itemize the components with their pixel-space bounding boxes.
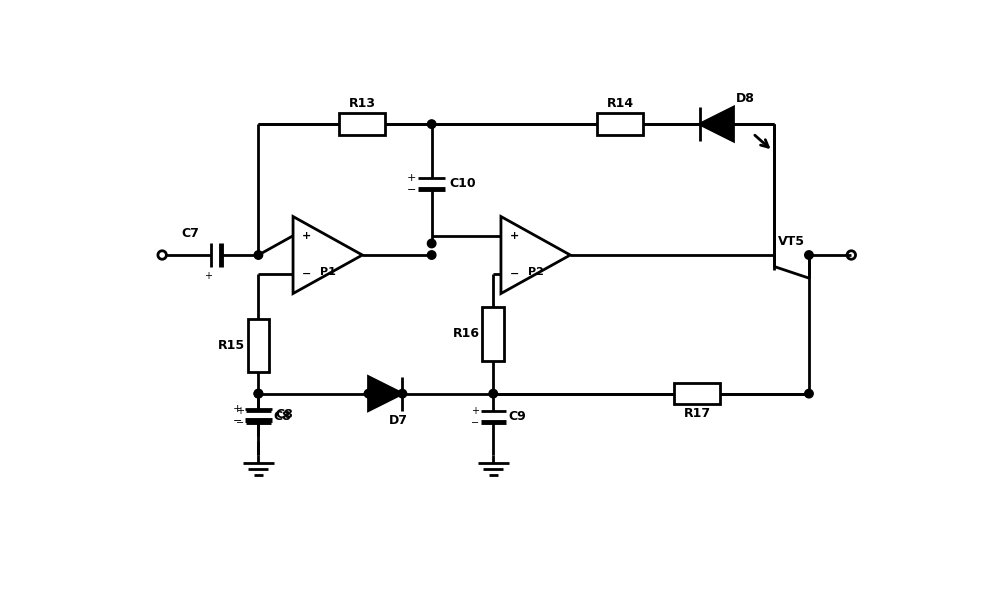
Polygon shape bbox=[700, 107, 733, 141]
Text: D8: D8 bbox=[736, 92, 755, 105]
Circle shape bbox=[805, 251, 813, 260]
Polygon shape bbox=[501, 216, 570, 294]
Bar bbox=[482, 307, 504, 361]
Text: +: + bbox=[233, 404, 243, 414]
Text: −: − bbox=[233, 416, 243, 426]
Text: −: − bbox=[470, 418, 479, 428]
Circle shape bbox=[427, 120, 436, 129]
Text: R13: R13 bbox=[349, 97, 376, 110]
Text: R14: R14 bbox=[607, 97, 634, 110]
Text: C9: C9 bbox=[509, 410, 526, 423]
Circle shape bbox=[364, 389, 373, 398]
Text: +: + bbox=[302, 231, 312, 241]
Circle shape bbox=[427, 251, 436, 260]
Text: +: + bbox=[510, 231, 519, 241]
Text: C8: C8 bbox=[276, 408, 293, 422]
Circle shape bbox=[805, 389, 813, 398]
Text: P1: P1 bbox=[320, 267, 336, 277]
Text: −: − bbox=[406, 185, 416, 195]
Text: +: + bbox=[204, 271, 212, 281]
Polygon shape bbox=[369, 377, 402, 411]
Circle shape bbox=[254, 251, 263, 260]
Text: C8: C8 bbox=[274, 410, 292, 423]
Text: R15: R15 bbox=[217, 339, 245, 352]
Text: R16: R16 bbox=[452, 328, 479, 340]
Text: +: + bbox=[471, 405, 479, 416]
Circle shape bbox=[398, 389, 407, 398]
Polygon shape bbox=[293, 216, 362, 294]
Text: −: − bbox=[510, 269, 520, 279]
Text: +: + bbox=[406, 173, 416, 182]
Text: −: − bbox=[302, 269, 312, 279]
Bar bbox=[597, 114, 643, 135]
Circle shape bbox=[489, 389, 497, 398]
Text: C7: C7 bbox=[181, 227, 199, 240]
Text: +: + bbox=[236, 405, 244, 416]
Text: P2: P2 bbox=[528, 267, 544, 277]
Circle shape bbox=[254, 389, 263, 398]
Bar bbox=[248, 319, 269, 373]
Text: R17: R17 bbox=[684, 407, 711, 420]
Text: VT5: VT5 bbox=[778, 234, 805, 248]
Text: D7: D7 bbox=[389, 414, 408, 428]
Bar bbox=[674, 383, 720, 404]
Circle shape bbox=[427, 239, 436, 248]
Circle shape bbox=[254, 389, 263, 398]
Text: C10: C10 bbox=[449, 177, 476, 190]
Text: −: − bbox=[236, 418, 244, 428]
Bar bbox=[339, 114, 385, 135]
